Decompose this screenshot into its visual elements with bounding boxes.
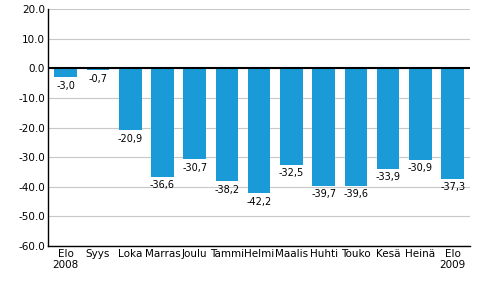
Bar: [151, 68, 174, 177]
Text: -37,3: -37,3: [440, 182, 465, 192]
Text: -0,7: -0,7: [88, 74, 108, 84]
Bar: [183, 68, 206, 159]
Bar: [119, 68, 142, 130]
Text: -32,5: -32,5: [279, 168, 304, 178]
Text: -20,9: -20,9: [118, 134, 143, 144]
Text: -39,6: -39,6: [343, 189, 369, 199]
Bar: [377, 68, 399, 169]
Bar: [87, 68, 109, 70]
Bar: [312, 68, 335, 186]
Text: -38,2: -38,2: [215, 185, 240, 195]
Text: -39,7: -39,7: [311, 189, 336, 200]
Text: -33,9: -33,9: [376, 172, 401, 182]
Bar: [248, 68, 271, 193]
Bar: [345, 68, 367, 186]
Bar: [442, 68, 464, 179]
Text: -30,7: -30,7: [182, 163, 207, 173]
Text: -42,2: -42,2: [247, 197, 272, 207]
Bar: [216, 68, 238, 182]
Bar: [280, 68, 303, 164]
Bar: [54, 68, 77, 77]
Text: -36,6: -36,6: [150, 180, 175, 190]
Text: -30,9: -30,9: [408, 163, 433, 173]
Bar: [409, 68, 432, 160]
Text: -3,0: -3,0: [56, 81, 75, 91]
